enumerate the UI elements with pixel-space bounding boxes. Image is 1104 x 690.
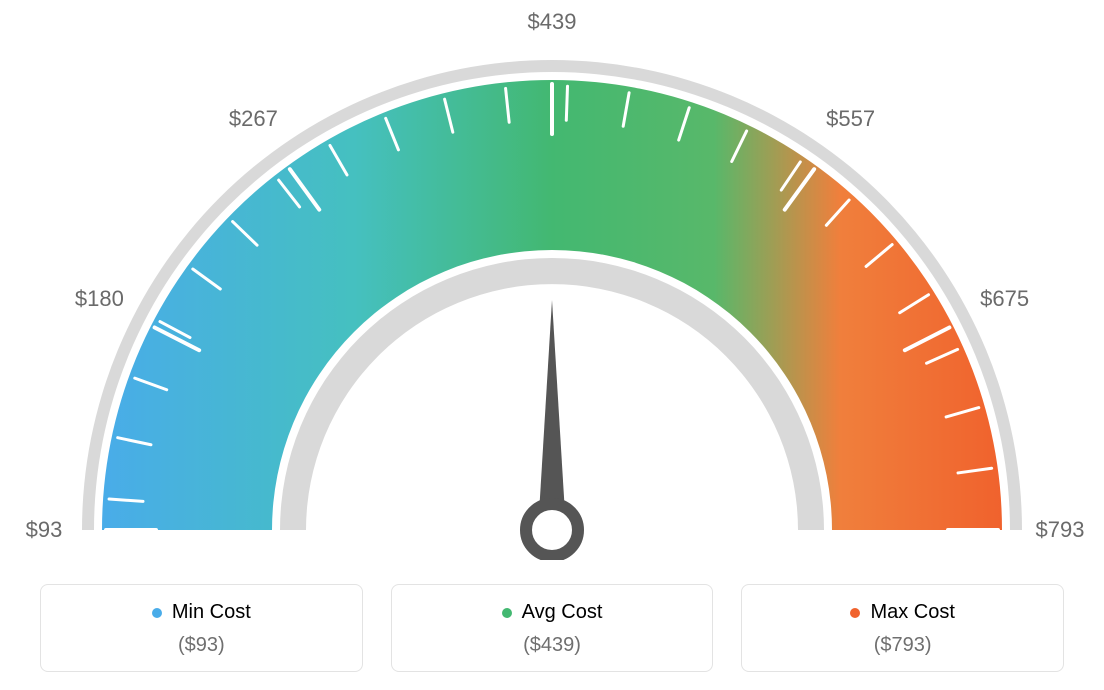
gauge-area: $93 $180 $267 $439 $557 $675 $793 (0, 0, 1104, 560)
dot-icon (152, 608, 162, 618)
gauge-tick-label: $439 (528, 9, 577, 35)
legend-label-max: Max Cost (870, 601, 954, 624)
legend-label-avg: Avg Cost (522, 601, 603, 624)
gauge-tick-label: $93 (26, 517, 63, 543)
legend-title-min: Min Cost (152, 601, 251, 624)
legend-value-min: ($93) (51, 634, 352, 657)
dot-icon (502, 608, 512, 618)
legend-title-max: Max Cost (850, 601, 954, 624)
tick-minor (566, 86, 567, 120)
gauge-tick-label: $267 (229, 106, 278, 132)
legend-card-min: Min Cost ($93) (40, 584, 363, 672)
legend-row: Min Cost ($93) Avg Cost ($439) Max Cost … (40, 584, 1064, 672)
gauge-tick-label: $180 (75, 286, 124, 312)
legend-value-max: ($793) (752, 634, 1053, 657)
legend-label-min: Min Cost (172, 601, 251, 624)
gauge-tick-label: $675 (980, 286, 1029, 312)
gauge-tick-label: $557 (826, 106, 875, 132)
legend-card-max: Max Cost ($793) (741, 584, 1064, 672)
cost-gauge-chart: $93 $180 $267 $439 $557 $675 $793 Min Cost ($9… (0, 0, 1104, 690)
needle-hub (526, 504, 578, 556)
gauge-svg (0, 0, 1104, 560)
legend-title-avg: Avg Cost (502, 601, 603, 624)
legend-value-avg: ($439) (402, 634, 703, 657)
legend-card-avg: Avg Cost ($439) (391, 584, 714, 672)
needle (538, 300, 566, 530)
dot-icon (850, 608, 860, 618)
gauge-tick-label: $793 (1036, 517, 1085, 543)
